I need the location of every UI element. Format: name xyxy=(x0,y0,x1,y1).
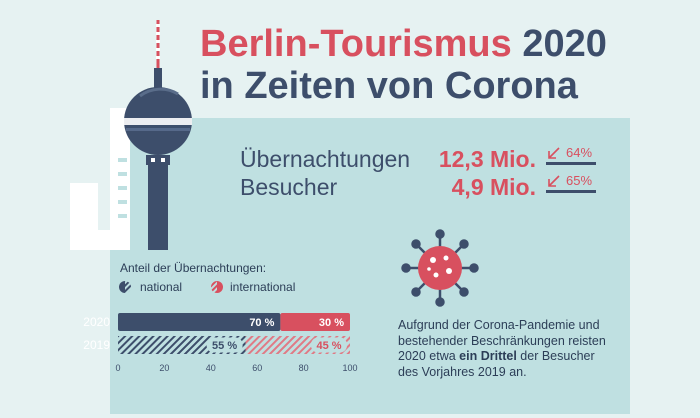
share-bar-chart: 2020 70 % 30 % 2019 55 % 45 % 0 20 40 60 80 100 xyxy=(83,313,358,373)
value-label-2020-national: 70 % xyxy=(249,317,274,329)
x-tick-label-20: 20 xyxy=(159,363,169,373)
x-tick-label-80: 80 xyxy=(299,363,309,373)
stat-underline xyxy=(546,162,596,165)
chart-title: Anteil der Übernachtungen: xyxy=(120,261,267,275)
stat-label-overnights: Übernachtungen xyxy=(240,146,411,172)
value-badge-2019-international xyxy=(311,337,347,353)
value-label-2019-national: 55 % xyxy=(212,340,237,352)
x-tick-label-40: 40 xyxy=(206,363,216,373)
stat-change-visitors: 65% xyxy=(566,173,593,188)
arrow-down-left-icon xyxy=(548,175,560,187)
x-tick-label-0: 0 xyxy=(115,363,120,373)
description-bold: ein Drittel xyxy=(459,349,517,363)
legend-national: national xyxy=(140,280,183,294)
title-part-1: Berlin-Tourismus xyxy=(200,23,512,65)
content-panel xyxy=(110,118,630,414)
stat-change-overnights: 64% xyxy=(566,145,593,160)
value-badge-2019-national xyxy=(206,337,243,353)
x-tick-label-60: 60 xyxy=(252,363,262,373)
tower-shaft xyxy=(148,165,168,250)
legend-international: international xyxy=(230,280,296,294)
page-title: Berlin-Tourismus 2020 xyxy=(200,24,607,64)
bar-2020-international xyxy=(280,313,350,331)
x-tick-label-100: 100 xyxy=(342,363,357,373)
value-label-2020-international: 30 % xyxy=(319,317,344,329)
half-circle-icon xyxy=(119,281,131,293)
category-label-2019: 2019 xyxy=(83,338,110,352)
page-subtitle: in Zeiten von Corona xyxy=(200,65,578,107)
stat-label-visitors: Besucher xyxy=(240,174,338,200)
description-text: Aufgrund der Corona-Pandemie und bestehe… xyxy=(398,318,613,380)
arrow-down-left-icon xyxy=(548,147,560,159)
half-circle-icon xyxy=(211,281,223,293)
bar-2020-national xyxy=(118,313,281,331)
description-part-2: der Besucher des Vorjahres 2019 an. xyxy=(398,349,595,379)
value-label-2019-international: 45 % xyxy=(316,340,341,352)
title-year: 2020 xyxy=(522,23,607,65)
virus-icon xyxy=(401,229,479,307)
stat-value-overnights: 12,3 Mio. xyxy=(438,146,536,172)
description-part-1: Aufgrund der Corona-Pandemie und bestehe… xyxy=(398,318,606,363)
stat-underline xyxy=(546,190,596,193)
antenna xyxy=(156,20,160,70)
tv-tower-illustration xyxy=(70,20,192,250)
category-label-2020: 2020 xyxy=(83,315,110,329)
stat-value-visitors: 4,9 Mio. xyxy=(451,174,536,200)
